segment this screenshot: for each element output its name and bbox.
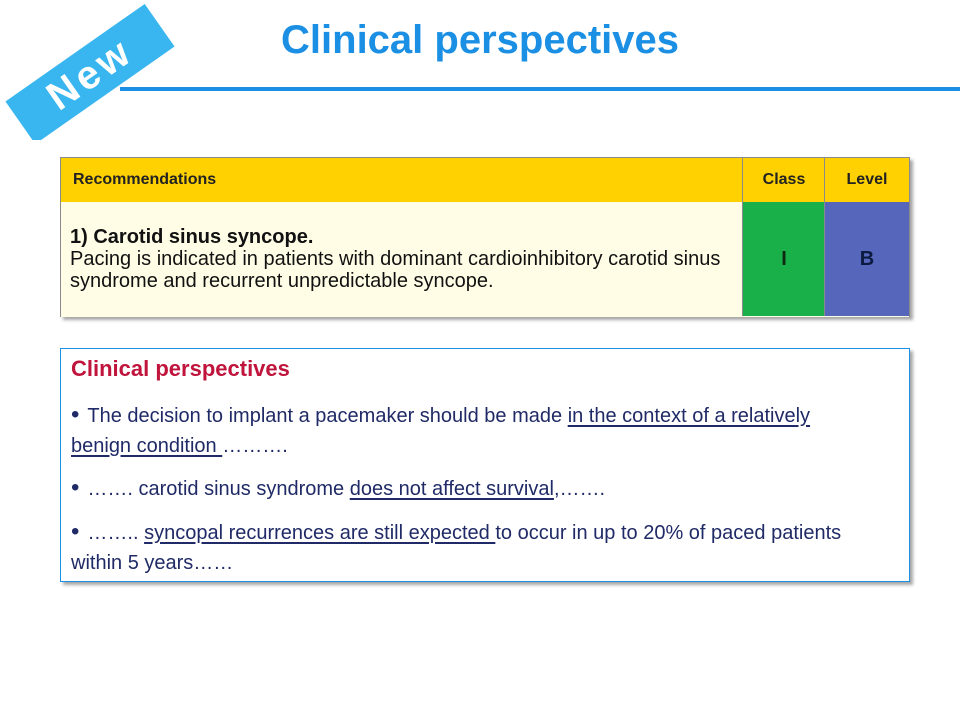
- bullet-text: ,…….: [553, 478, 606, 500]
- bullet-text: to occur in up to 20% of paced patients …: [71, 522, 842, 574]
- header-class: Class: [762, 171, 806, 188]
- bullet-text: ……….: [222, 435, 288, 457]
- class-cell: I: [743, 202, 825, 316]
- bullet-underlined-text: does not affect survival: [349, 478, 554, 500]
- bullet-dot: •: [71, 474, 80, 501]
- header-level: Level: [846, 171, 888, 188]
- bullet-text: ……..: [87, 522, 145, 544]
- recommendations-table: Recommendations Class Level I B 1) Carot…: [60, 157, 910, 317]
- title-rule: [120, 87, 960, 91]
- bullet-dot: •: [71, 401, 80, 428]
- header-recommendations: Recommendations: [73, 171, 217, 188]
- perspective-bullet: • The decision to implant a pacemaker sho…: [71, 400, 871, 461]
- recommendation-title: 1) Carotid sinus syncope.: [70, 226, 314, 248]
- perspective-bullet: • …….. syncopal recurrences are still exp…: [71, 517, 871, 578]
- bullet-underlined-text: syncopal recurrences are still expected: [144, 522, 496, 544]
- column-divider: [742, 158, 743, 316]
- perspectives-title: Clinical perspectives: [71, 356, 290, 381]
- page-title: Clinical perspectives: [281, 18, 679, 62]
- bullet-text: ……. carotid sinus syndrome: [87, 478, 350, 500]
- clinical-perspectives-box: Clinical perspectives • The decision to i…: [60, 348, 910, 582]
- level-cell: B: [825, 202, 909, 316]
- bullet-dot: •: [71, 518, 80, 545]
- column-divider: [824, 158, 825, 316]
- recommendation-text: Pacing is indicated in patients with dom…: [70, 248, 721, 292]
- bullet-text: The decision to implant a pacemaker shou…: [87, 405, 568, 427]
- perspective-bullet: • ……. carotid sinus syndrome does not aff…: [71, 473, 871, 504]
- bullet-underlined-text: in the context of a relatively benign co…: [71, 405, 811, 457]
- recommendation-cell: 1) Carotid sinus syncope. Pacing is indi…: [70, 226, 735, 292]
